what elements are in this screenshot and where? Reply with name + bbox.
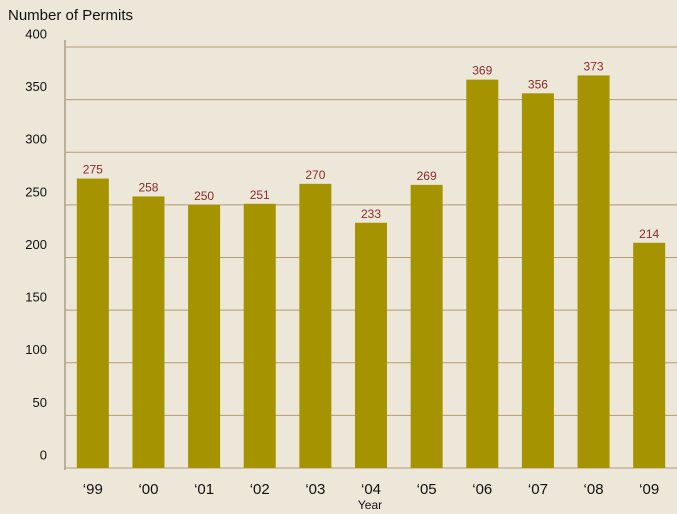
bar [633, 242, 666, 468]
x-tick-label: ‘04 [361, 481, 381, 498]
bar [132, 196, 165, 468]
y-tick-label: 100 [25, 342, 47, 357]
bar [410, 184, 443, 468]
bar [466, 79, 499, 468]
x-tick-label: ‘06 [472, 481, 492, 498]
bar [577, 75, 610, 468]
x-tick-label: ‘07 [528, 481, 548, 498]
value-label: 251 [250, 188, 270, 202]
bar [355, 222, 387, 468]
value-label: 270 [305, 168, 325, 182]
y-tick-label: 150 [25, 290, 47, 305]
y-tick-label: 250 [25, 184, 47, 199]
bar [188, 204, 221, 468]
y-tick-label: 50 [33, 395, 47, 410]
value-label: 356 [528, 77, 548, 91]
y-tick-label: 300 [25, 132, 47, 147]
x-tick-label: ‘02 [250, 481, 270, 498]
x-tick-label: ‘99 [83, 481, 103, 498]
y-tick-label: 350 [25, 79, 47, 94]
value-label: 275 [83, 163, 103, 177]
x-tick-label: ‘08 [584, 481, 604, 498]
y-axis-label: Number of Permits [8, 7, 133, 24]
x-tick-label: ‘09 [639, 481, 659, 498]
bar [76, 178, 109, 468]
value-label: 214 [639, 227, 659, 241]
x-axis-label: Year [358, 498, 382, 512]
x-tick-label: ‘01 [194, 481, 214, 498]
value-label: 258 [138, 180, 158, 194]
y-tick-label: 0 [40, 447, 47, 462]
y-tick-label: 400 [25, 26, 47, 41]
value-label: 233 [361, 207, 381, 221]
bar [521, 93, 554, 468]
value-label: 250 [194, 189, 214, 203]
bar [299, 183, 332, 468]
y-tick-label: 200 [25, 237, 47, 252]
x-tick-label: ‘05 [417, 481, 437, 498]
bar [243, 203, 276, 468]
value-label: 269 [417, 169, 437, 183]
x-tick-label: ‘00 [138, 481, 158, 498]
x-tick-label: ‘03 [305, 481, 325, 498]
value-label: 373 [584, 59, 604, 73]
value-label: 369 [472, 64, 492, 78]
